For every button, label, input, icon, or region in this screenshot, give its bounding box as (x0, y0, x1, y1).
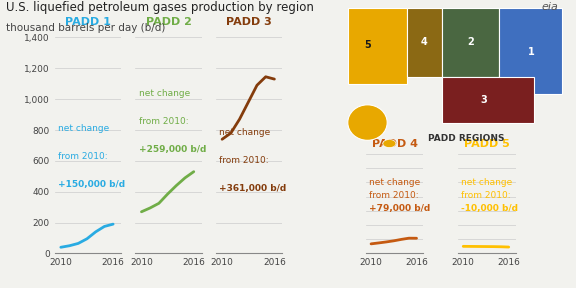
Text: from 2010:: from 2010: (58, 152, 108, 161)
Text: +150,000 b/d: +150,000 b/d (58, 180, 125, 189)
Polygon shape (499, 8, 562, 94)
Text: net change: net change (219, 128, 271, 137)
Text: from 2010:: from 2010: (461, 191, 510, 200)
Text: 1: 1 (528, 47, 535, 57)
Text: from 2010:: from 2010: (139, 118, 188, 126)
Text: PADD 1: PADD 1 (65, 17, 111, 27)
Text: 4: 4 (421, 37, 428, 47)
Text: 3: 3 (480, 95, 487, 105)
Text: thousand barrels per day (b/d): thousand barrels per day (b/d) (6, 23, 165, 33)
Polygon shape (407, 8, 442, 77)
Text: PADD 2: PADD 2 (146, 17, 191, 27)
Text: from 2010:: from 2010: (369, 191, 418, 200)
Text: +79,000 b/d: +79,000 b/d (369, 204, 430, 213)
Text: net change: net change (369, 178, 420, 187)
Text: net change: net change (139, 89, 190, 98)
Polygon shape (442, 8, 499, 77)
Text: PADD 4: PADD 4 (372, 139, 418, 149)
Text: -10,000 b/d: -10,000 b/d (461, 204, 518, 213)
Text: 2: 2 (467, 37, 473, 47)
Text: +259,000 b/d: +259,000 b/d (139, 145, 206, 154)
Text: 5: 5 (364, 40, 371, 50)
Polygon shape (442, 77, 534, 123)
Text: from 2010:: from 2010: (219, 156, 269, 165)
Text: eia: eia (541, 2, 558, 12)
Polygon shape (348, 8, 407, 84)
Ellipse shape (348, 105, 387, 140)
Text: PADD 5: PADD 5 (464, 139, 510, 149)
Text: net change: net change (461, 178, 512, 187)
Text: U.S. liquefied petroleum gases production by region: U.S. liquefied petroleum gases productio… (6, 1, 314, 14)
Ellipse shape (383, 139, 396, 147)
Text: PADD 3: PADD 3 (226, 17, 272, 27)
Text: +361,000 b/d: +361,000 b/d (219, 184, 287, 193)
Text: PADD REGIONS: PADD REGIONS (428, 134, 504, 143)
Text: net change: net change (58, 124, 109, 133)
